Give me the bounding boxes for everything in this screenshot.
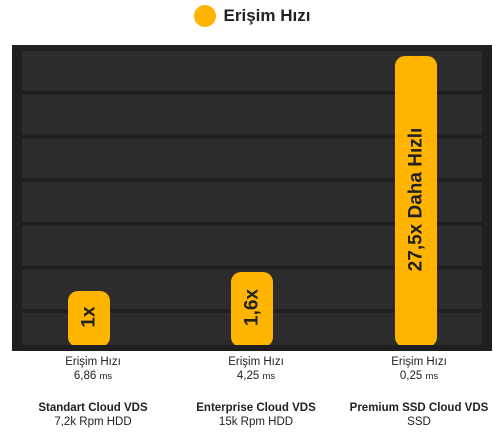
plot-area: 1x 1,6x 27,5x Daha Hızlı (12, 45, 492, 351)
bar-3 (395, 56, 437, 347)
plot-bottom-margin (12, 345, 492, 351)
legend-swatch-icon (193, 5, 216, 27)
category-metric-value: 6,86 ms (73, 370, 113, 382)
bar-label-2: 1,6x (242, 289, 263, 326)
category-info-premium: Erişim Hızı 0,25 ms Premium SSD Cloud VD… (334, 355, 504, 429)
category-subtitle: 15k Rpm HDD (218, 416, 294, 428)
category-metric-value: 0,25 ms (399, 370, 439, 382)
bar-2 (231, 272, 273, 347)
category-name: Standart Cloud VDS (38, 402, 148, 414)
category-name: Enterprise Cloud VDS (196, 402, 316, 414)
category-info-standart: Erişim Hızı 6,86 ms Standart Cloud VDS 7… (8, 355, 178, 429)
category-subtitle: SSD (407, 416, 431, 428)
category-metric-label: Erişim Hızı (391, 356, 447, 368)
legend-label: Erişim Hızı (223, 6, 311, 25)
category-subtitle: 7,2k Rpm HDD (54, 416, 132, 428)
category-name: Premium SSD Cloud VDS (349, 402, 489, 414)
bar-label-1: 1x (79, 306, 100, 328)
bar-1 (68, 291, 110, 347)
category-metric-label: Erişim Hızı (65, 356, 121, 368)
category-metric-value: 4,25 ms (236, 370, 276, 382)
category-info-enterprise: Erişim Hızı 4,25 ms Enterprise Cloud VDS… (171, 355, 341, 429)
bar-chart: 1x 1,6x 27,5x Daha Hızlı (12, 51, 492, 351)
bar-label-3: 27,5x Daha Hızlı (406, 128, 427, 272)
chart-legend: Erişim Hızı (0, 2, 504, 30)
category-metric-label: Erişim Hızı (228, 356, 284, 368)
